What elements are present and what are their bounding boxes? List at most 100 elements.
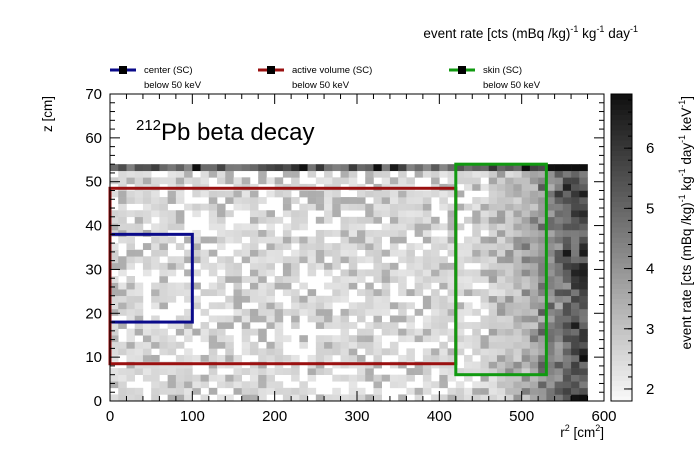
heatmap-cell (192, 229, 201, 237)
heatmap-cell (521, 164, 531, 172)
heatmap-cell (571, 354, 580, 362)
heatmap-cell (447, 177, 457, 185)
heatmap-cell (134, 322, 144, 329)
heatmap-cell (381, 170, 391, 178)
x-axis-unit: [cm (570, 425, 596, 440)
heatmap-cell (299, 381, 308, 389)
heatmap-cell (134, 387, 144, 395)
heatmap-cell (348, 381, 358, 389)
heatmap-cell (175, 190, 185, 198)
heatmap-cell (472, 269, 481, 277)
heatmap-cell (505, 368, 514, 375)
heatmap-cell (529, 308, 539, 316)
heatmap-cell (472, 341, 481, 349)
heatmap-cell (513, 249, 522, 257)
heatmap-cell (159, 243, 168, 250)
heatmap-cell (480, 223, 490, 231)
heatmap-cell (505, 256, 514, 264)
heatmap-cell (546, 276, 555, 283)
heatmap-cell (447, 216, 457, 224)
heatmap-cell (455, 315, 465, 323)
heatmap-cell (126, 190, 135, 198)
heatmap-cell (521, 348, 531, 356)
x-tick-label: 400 (427, 408, 452, 425)
heatmap-cell (521, 262, 531, 270)
heatmap-cell (373, 197, 382, 204)
heatmap-cell (521, 308, 531, 316)
heatmap-cell (274, 243, 284, 250)
heatmap-cell (348, 322, 358, 329)
heatmap-cell (233, 289, 243, 297)
heatmap-cell (422, 249, 432, 257)
heatmap-cell (496, 368, 506, 375)
heatmap-cell (431, 289, 440, 297)
heatmap-cell (208, 335, 218, 343)
heatmap-cell (472, 229, 481, 237)
heatmap-cell (505, 262, 514, 270)
heatmap-cell (496, 183, 506, 191)
heatmap-cell (554, 236, 564, 244)
heatmap-cell (496, 236, 506, 244)
heatmap-cell (233, 190, 243, 198)
heatmap-cell (126, 243, 135, 250)
plot-annotation: 212Pb beta decay (136, 117, 314, 146)
heatmap-cell (324, 210, 333, 218)
y-tick-label: 70 (85, 86, 102, 103)
heatmap-cell (546, 374, 555, 382)
heatmap-cell (357, 216, 366, 224)
heatmap-cell (505, 229, 514, 237)
heatmap-cell (258, 289, 267, 297)
heatmap-cell (274, 177, 284, 185)
heatmap-cell (488, 197, 498, 204)
color-bar-step (611, 180, 632, 187)
heatmap-cell (538, 276, 547, 283)
heatmap-cell (546, 183, 555, 191)
heatmap-cell (340, 282, 350, 290)
heatmap-cell (579, 269, 588, 277)
heatmap-cell (579, 374, 588, 382)
heatmap-cell (266, 223, 275, 231)
heatmap-cell (447, 236, 457, 244)
heatmap-cell (192, 256, 201, 264)
heatmap-cell (233, 249, 243, 257)
heatmap-cell (464, 302, 473, 310)
heatmap-cell (373, 229, 382, 237)
heatmap-cell (266, 348, 275, 356)
heatmap-cell (439, 236, 448, 244)
heatmap-cell (200, 164, 210, 172)
heatmap-cell (521, 170, 531, 178)
heatmap-cell (225, 177, 234, 185)
heatmap-cell (439, 368, 448, 375)
heatmap-cell (118, 236, 127, 244)
heatmap-cell (422, 262, 432, 270)
heatmap-cell (488, 308, 498, 316)
heatmap-cell (126, 315, 135, 323)
heatmap-cell (192, 269, 201, 277)
x-axis: 0 100 200 300 400 500 600 (106, 94, 617, 425)
heatmap-cell (505, 328, 514, 336)
heatmap-cell (398, 190, 407, 198)
heatmap-cell (134, 190, 144, 198)
x-axis-unit-sup: 2 (595, 423, 600, 433)
heatmap-cell (249, 368, 259, 375)
color-bar-step (611, 155, 632, 162)
heatmap-cell (546, 354, 555, 362)
heatmap-cell (142, 170, 152, 178)
heatmap-cell (447, 295, 457, 303)
heatmap-cell (348, 203, 358, 211)
color-bar-step (611, 129, 632, 136)
heatmap-cell (455, 177, 465, 185)
heatmap-cell (233, 381, 243, 389)
heatmap-cell (217, 203, 226, 211)
color-bar-tick-label: 2 (646, 381, 654, 398)
heatmap-cell (274, 216, 284, 224)
heatmap-cell (315, 262, 325, 270)
heatmap-cell (159, 203, 168, 211)
heatmap-cell (315, 256, 325, 264)
heatmap-cell (365, 348, 374, 356)
heatmap-cell (562, 210, 572, 218)
heatmap-cell (373, 394, 382, 402)
heatmap-cell (464, 170, 473, 178)
heatmap-cell (398, 276, 407, 283)
heatmap-cell (175, 328, 185, 336)
